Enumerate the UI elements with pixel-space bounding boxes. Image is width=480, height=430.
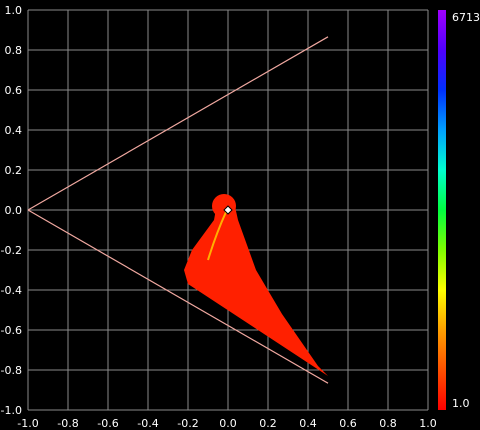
y-tick-label: -1.0 — [1, 404, 22, 417]
x-tick-label: 0.8 — [379, 417, 397, 430]
y-tick-label: -0.6 — [1, 324, 22, 337]
grid-lines — [27, 9, 429, 411]
colorbar: 6713 1.0 — [438, 10, 480, 410]
y-tick-label: 0.4 — [5, 124, 23, 137]
x-tick-label: 0.6 — [339, 417, 357, 430]
y-tick-label: 1.0 — [5, 4, 23, 17]
y-tick-label: 0.8 — [5, 44, 23, 57]
density-region — [184, 194, 328, 376]
colorbar-gradient — [438, 10, 446, 410]
origin-marker — [223, 205, 233, 215]
y-tick-labels: 1.0 0.8 0.6 0.4 0.2 0.0 -0.2 -0.4 -0.6 -0.8 -1.0 — [1, 4, 22, 417]
x-tick-label: -0.4 — [137, 417, 158, 430]
x-tick-label: -1.0 — [17, 417, 38, 430]
y-tick-label: 0.6 — [5, 84, 23, 97]
y-tick-label: -0.8 — [1, 364, 22, 377]
x-tick-labels: -1.0 -0.8 -0.6 -0.4 -0.2 0.0 0.2 0.4 0.6 0.8 1.0 — [17, 417, 436, 430]
density-streak — [207, 211, 227, 261]
boundary-lines — [27, 36, 329, 384]
y-tick-label: -0.4 — [1, 284, 22, 297]
density-fill — [184, 198, 328, 376]
colorbar-max-label: 6713 — [452, 11, 480, 24]
y-tick-label: 0.0 — [5, 204, 23, 217]
y-tick-label: 0.2 — [5, 164, 23, 177]
x-tick-label: 0.2 — [259, 417, 277, 430]
x-tick-label: -0.6 — [97, 417, 118, 430]
x-tick-label: 0.0 — [219, 417, 237, 430]
colorbar-min-label: 1.0 — [452, 397, 470, 410]
x-tick-label: -0.8 — [57, 417, 78, 430]
boundary-line — [27, 36, 329, 211]
boundary-line — [27, 209, 329, 384]
x-tick-label: 1.0 — [419, 417, 437, 430]
origin-diamond — [223, 205, 233, 215]
x-tick-label: 0.4 — [299, 417, 317, 430]
x-tick-label: -0.2 — [177, 417, 198, 430]
y-tick-label: -0.2 — [1, 244, 22, 257]
